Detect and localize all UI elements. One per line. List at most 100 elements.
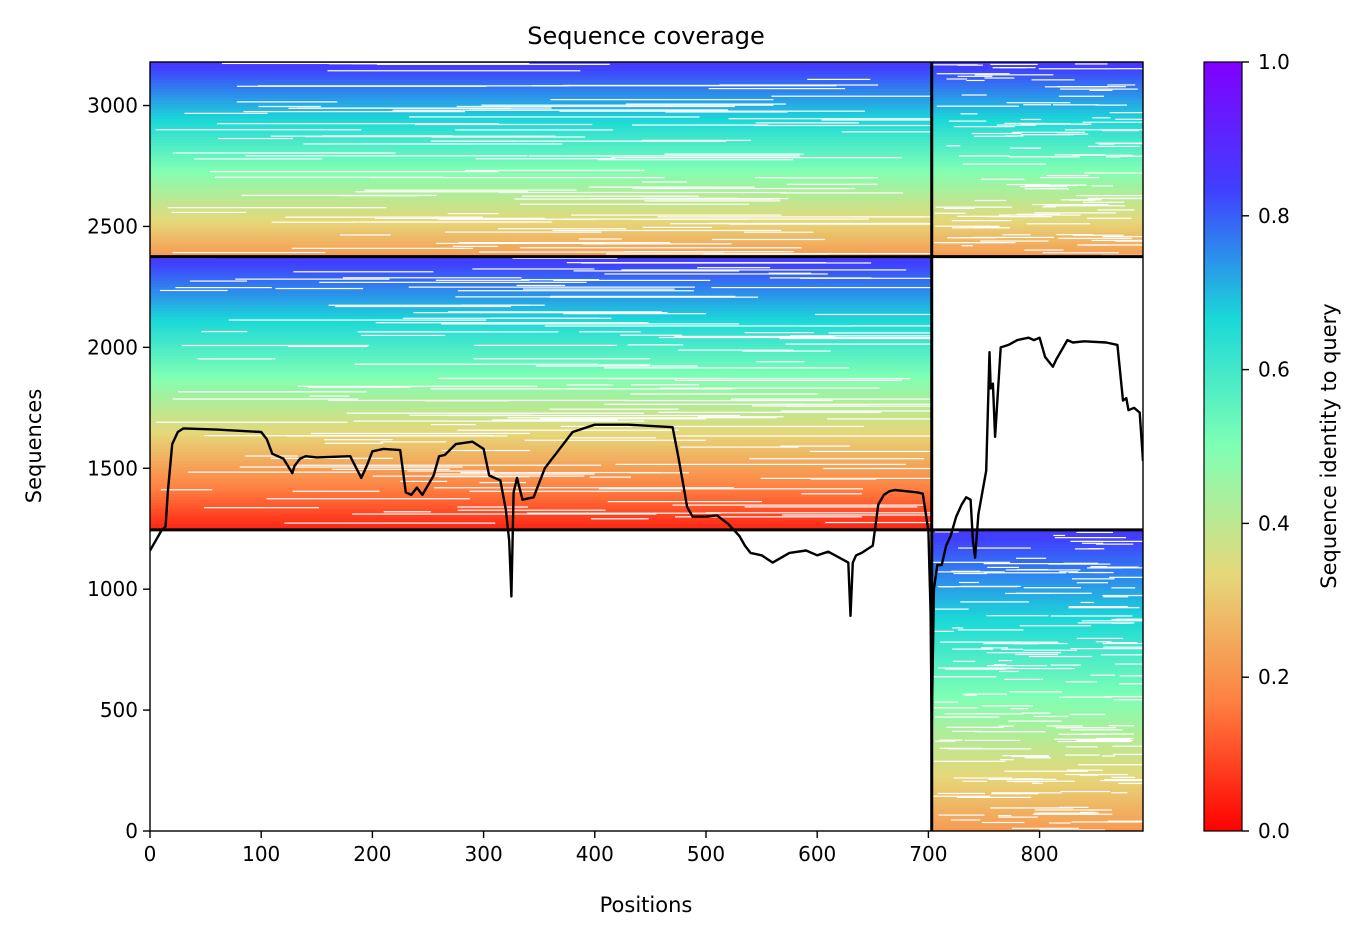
coverage-gap xyxy=(932,64,978,66)
coverage-gap xyxy=(1045,184,1087,186)
coverage-gap xyxy=(697,267,771,269)
coverage-gap xyxy=(447,212,499,215)
heatmap-band xyxy=(931,181,1143,186)
coverage-gap xyxy=(932,561,1011,563)
coverage-gap xyxy=(779,337,932,340)
heatmap-band xyxy=(150,322,932,327)
coverage-gap xyxy=(779,192,904,194)
coverage-gap xyxy=(680,446,799,448)
heatmap-band xyxy=(931,163,1143,168)
coverage-gap xyxy=(1102,642,1143,645)
coverage-gap xyxy=(1016,213,1060,215)
heatmap-band xyxy=(931,587,1143,591)
heatmap-band xyxy=(150,346,932,351)
coverage-gap xyxy=(1024,188,1069,190)
plot-frame xyxy=(149,61,1144,832)
coverage-gap xyxy=(257,85,569,87)
coverage-gap xyxy=(1015,653,1058,656)
heatmap-band xyxy=(150,94,932,99)
coverage-gap xyxy=(245,155,528,157)
heatmap-band xyxy=(931,716,1143,721)
heatmap-band xyxy=(150,115,932,120)
coverage-gap xyxy=(659,387,880,389)
coverage-gap xyxy=(455,296,623,298)
coverage-gap xyxy=(1089,89,1113,91)
coverage-gap xyxy=(550,99,774,101)
coverage-gap xyxy=(935,716,1000,718)
coverage-gap xyxy=(1060,88,1138,90)
coverage-gap xyxy=(1101,654,1143,656)
coverage-gap xyxy=(357,331,559,333)
coverage-gap xyxy=(203,507,319,509)
coverage-gap xyxy=(937,792,985,795)
coverage-gap xyxy=(999,670,1019,673)
coverage-gap xyxy=(456,105,735,108)
heatmap-band xyxy=(150,106,932,111)
coverage-gap xyxy=(625,103,786,105)
coverage-gap xyxy=(939,739,963,741)
coverage-gap xyxy=(436,242,605,245)
coverage-gap xyxy=(631,124,769,126)
heatmap-block-paired xyxy=(150,62,932,258)
coverage-gap xyxy=(243,111,466,113)
heatmap-band xyxy=(150,73,932,78)
y-tick-label: 3000 xyxy=(87,94,138,118)
coverage-gap xyxy=(1097,209,1135,211)
heatmap-band xyxy=(150,91,932,96)
coverage-gap xyxy=(957,629,1024,631)
heatmap-band xyxy=(931,82,1143,87)
heatmap-band xyxy=(931,232,1143,237)
coverage-gap xyxy=(1076,739,1133,742)
coverage-line xyxy=(150,336,1143,731)
heatmap-band xyxy=(150,460,932,465)
heatmap-band xyxy=(150,331,932,336)
coverage-gap xyxy=(998,814,1012,817)
heatmap-band xyxy=(931,746,1143,751)
coverage-gap xyxy=(522,288,675,290)
coverage-gap xyxy=(1103,646,1143,648)
heatmap-band xyxy=(931,737,1143,742)
coverage-gap xyxy=(1055,727,1116,729)
coverage-gap xyxy=(962,780,988,782)
coverage-gap xyxy=(957,75,993,77)
coverage-gap xyxy=(935,531,959,533)
coverage-gap xyxy=(324,442,384,444)
coverage-gap xyxy=(664,153,804,155)
heatmap-band xyxy=(150,85,932,90)
coverage-gap xyxy=(1031,782,1043,784)
coverage-gap xyxy=(573,270,740,272)
coverage-gap xyxy=(957,215,1010,217)
heatmap-band xyxy=(931,217,1143,222)
heatmap-band xyxy=(931,659,1143,664)
coverage-gap xyxy=(1079,774,1099,776)
coverage-gap xyxy=(982,821,1025,824)
coverage-gap xyxy=(1034,809,1112,811)
heatmap-band xyxy=(150,394,932,399)
coverage-gap xyxy=(479,481,526,484)
coverage-gap xyxy=(665,111,788,113)
coverage-gap xyxy=(1080,811,1096,814)
coverage-gap xyxy=(629,472,690,474)
coverage-gap xyxy=(642,181,687,183)
coverage-gap xyxy=(1119,155,1143,157)
coverage-gap xyxy=(376,63,610,65)
heatmap-band xyxy=(150,154,932,159)
coverage-gap xyxy=(457,429,679,431)
coverage-gap xyxy=(407,470,495,472)
coverage-gap xyxy=(562,218,869,220)
coverage-gap xyxy=(1050,615,1133,617)
coverage-gap xyxy=(972,236,1054,238)
coverage-gap xyxy=(712,238,825,241)
coverage-gap xyxy=(1067,769,1103,771)
coverage-gap xyxy=(549,408,679,410)
heatmap-band xyxy=(931,758,1143,763)
coverage-gap xyxy=(579,331,641,333)
heatmap-band xyxy=(931,76,1143,81)
coverage-gap xyxy=(1087,567,1122,569)
coverage-gap xyxy=(303,143,563,145)
heatmap-band xyxy=(150,100,932,105)
coverage-gap xyxy=(996,124,1037,126)
coverage-gap xyxy=(630,384,700,386)
coverage-gap xyxy=(1019,185,1067,188)
heatmap-band xyxy=(931,764,1143,769)
